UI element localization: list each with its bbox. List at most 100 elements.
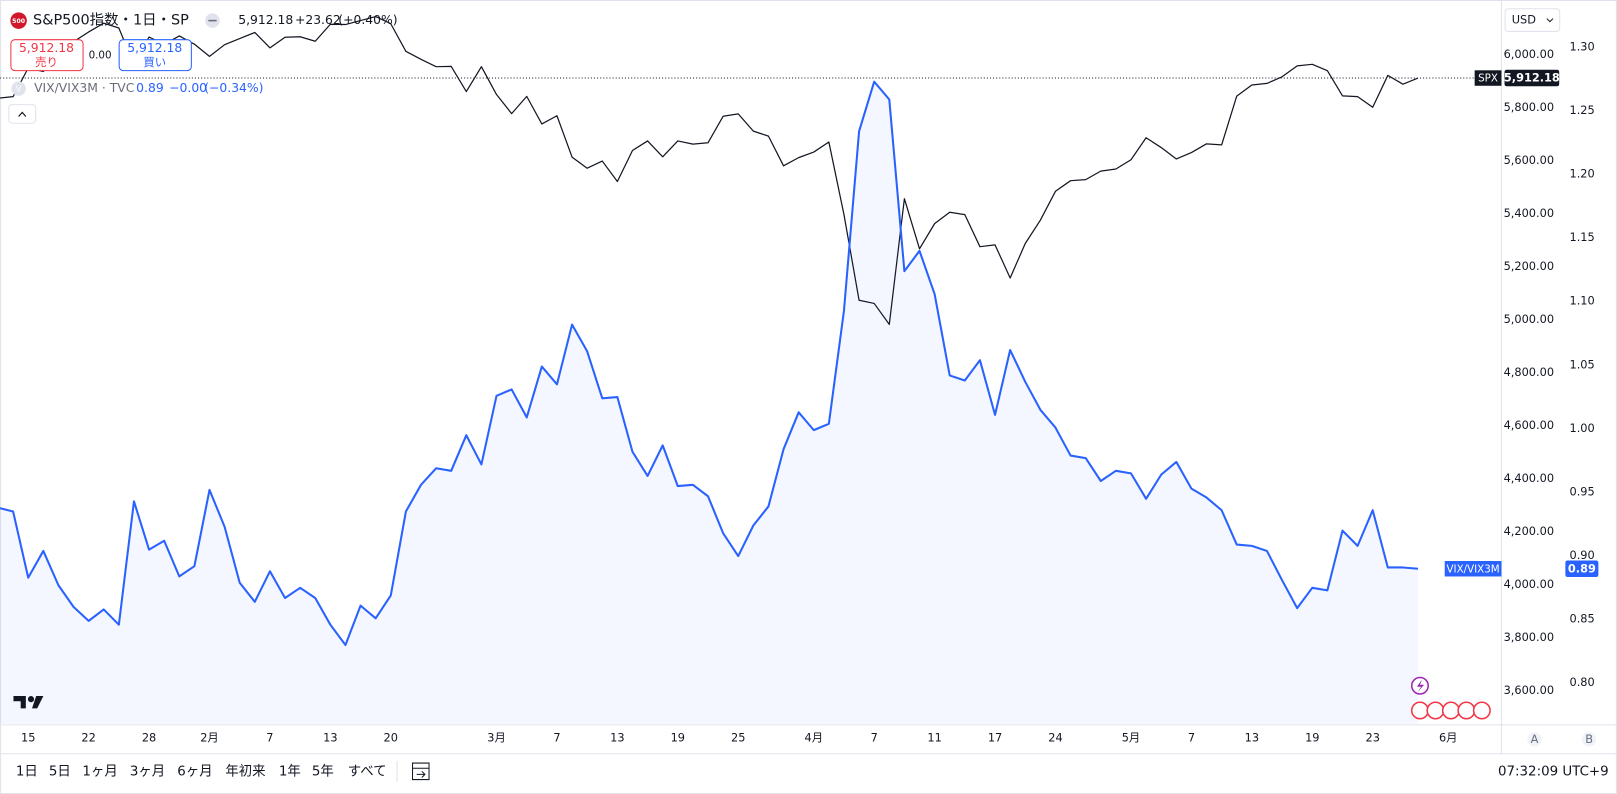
last-value-box xyxy=(1504,69,1560,87)
currency: USD xyxy=(1512,13,1536,27)
date-range-icon[interactable] xyxy=(412,762,430,781)
y-tick-label: 5,000.00 xyxy=(1504,312,1554,326)
plot-area xyxy=(0,15,1502,724)
range-button[interactable]: 6ヶ月 xyxy=(177,764,212,779)
overlay-change: −0.00 xyxy=(169,81,207,95)
y2-tick-label: 1.25 xyxy=(1570,103,1595,117)
x-tick-label: 7 xyxy=(871,730,878,744)
scale-button[interactable] xyxy=(1527,732,1542,747)
overlay-title[interactable]: VIX/VIX3M · TVC xyxy=(34,81,134,95)
overlay-last: 0.89 xyxy=(136,81,164,95)
sell-price: 5,912.18 xyxy=(19,41,74,55)
x-tick-label: 22 xyxy=(81,730,95,744)
y-tick-label: 5,600.00 xyxy=(1504,153,1554,167)
series-line xyxy=(0,80,1419,647)
buy-button[interactable] xyxy=(118,39,192,72)
symbol-icon-text: 500 xyxy=(12,18,25,25)
range-button[interactable]: 5日 xyxy=(49,764,71,779)
buy-price: 5,912.18 xyxy=(127,41,182,55)
flag-icon[interactable] xyxy=(1410,701,1430,720)
x-tick-label: 20 xyxy=(384,730,398,744)
y2-tick-label: 1.15 xyxy=(1570,230,1595,244)
x-tick-label: 28 xyxy=(142,730,156,744)
overlay-change-pct: (−0.34%) xyxy=(204,81,263,95)
x-tick-label: 24 xyxy=(1048,730,1062,744)
x-tick-label: 7 xyxy=(266,730,273,744)
last-value-label: 0.89 xyxy=(1568,561,1596,575)
event-bolt xyxy=(1416,679,1425,692)
x-tick-label: 5月 xyxy=(1122,730,1141,744)
sell-label: 売り xyxy=(35,55,58,69)
flag-icon[interactable] xyxy=(1426,701,1445,720)
y2-tick-label: 1.30 xyxy=(1570,39,1595,53)
x-tick-label: 11 xyxy=(927,730,941,744)
y-tick-label: 4,600.00 xyxy=(1504,418,1554,432)
range-button[interactable]: 1日 xyxy=(16,764,38,779)
y2-tick-label: 0.80 xyxy=(1570,675,1595,689)
clock: 07:32:09 UTC+9 xyxy=(1498,764,1609,779)
y-tick-label: 4,400.00 xyxy=(1504,471,1554,485)
y-tick-label: 4,200.00 xyxy=(1504,524,1554,538)
price-change-pct: (+0.40%) xyxy=(338,13,397,27)
y2-tick-label: 0.90 xyxy=(1570,548,1595,562)
series-name-tag xyxy=(1474,70,1502,86)
range-button[interactable]: 3ヶ月 xyxy=(130,764,165,779)
currency-chevron xyxy=(1546,18,1554,23)
x-tick-label: 7 xyxy=(553,730,560,744)
flag-icons xyxy=(1410,701,1491,720)
y-tick-label: 3,600.00 xyxy=(1504,683,1554,697)
series-area xyxy=(0,81,1419,724)
last-value-label: 5,912.18 xyxy=(1504,71,1560,85)
x-tick-label: 2月 xyxy=(200,730,219,744)
x-tick-label: 6月 xyxy=(1439,730,1458,744)
y2-tick-label: 1.20 xyxy=(1570,167,1595,181)
sell-button[interactable] xyxy=(10,39,84,72)
overlay-icon xyxy=(11,81,26,96)
x-tick-label: 13 xyxy=(1245,730,1259,744)
buy-label: 買い xyxy=(143,55,166,69)
last-value-box xyxy=(1565,560,1599,577)
y-tick-label: 5,800.00 xyxy=(1504,100,1554,114)
series-line xyxy=(0,15,1419,325)
flag-icon[interactable] xyxy=(1472,701,1491,720)
flag-icon[interactable] xyxy=(1441,701,1460,720)
range-button[interactable]: 年初来 xyxy=(225,763,265,779)
last-price: 5,912.18 xyxy=(238,13,293,27)
x-tick-label: 7 xyxy=(1188,730,1195,744)
scale-button-label: B xyxy=(1585,732,1593,746)
range-toolbar: 1日 5日 1ヶ月 3ヶ月 6ヶ月 年初来 1年 5年 すべて xyxy=(16,763,387,779)
symbol-icon xyxy=(10,12,27,29)
range-button[interactable]: 1ヶ月 xyxy=(82,764,117,779)
overlay-icon-text: V xyxy=(16,84,22,94)
collapse-icon xyxy=(18,111,27,117)
x-tick-label: 17 xyxy=(988,730,1002,744)
x-tick-label: 13 xyxy=(610,730,624,744)
y2-tick-label: 1.10 xyxy=(1570,294,1595,308)
axes: 15 22 28 2月 7 13 20 3月 7 13 19 25 4月 7 11 17 24 5月 7 13 19 23… xyxy=(21,39,1599,744)
currency-select[interactable] xyxy=(1504,8,1561,32)
y-tick-label: 4,800.00 xyxy=(1504,365,1554,379)
scale-button[interactable] xyxy=(1581,732,1597,747)
collapse-button[interactable] xyxy=(8,104,37,124)
x-tick-label: 19 xyxy=(671,730,685,744)
y2-tick-label: 0.85 xyxy=(1570,612,1595,626)
price-change: +23.62 xyxy=(295,13,341,27)
x-tick-label: 25 xyxy=(731,730,745,744)
range-button[interactable]: 5年 xyxy=(312,763,334,779)
series-name-tag-label: SPX xyxy=(1478,73,1498,85)
spread: 0.00 xyxy=(89,50,112,62)
y2-tick-label: 1.00 xyxy=(1570,421,1595,435)
y2-tick-label: 1.05 xyxy=(1570,357,1595,371)
range-button[interactable]: すべて xyxy=(348,763,387,779)
range-button[interactable]: 1年 xyxy=(279,763,301,779)
y2-tick-label: 0.95 xyxy=(1570,484,1595,498)
x-tick-label: 4月 xyxy=(804,730,823,744)
scale-button-label: A xyxy=(1531,732,1539,746)
symbol-title[interactable]: S&P500指数・1日・SP xyxy=(33,12,189,29)
series-name-tag-label: VIX/VIX3M xyxy=(1446,563,1499,575)
flag-icon[interactable] xyxy=(1457,701,1476,720)
logo[interactable] xyxy=(13,696,44,709)
